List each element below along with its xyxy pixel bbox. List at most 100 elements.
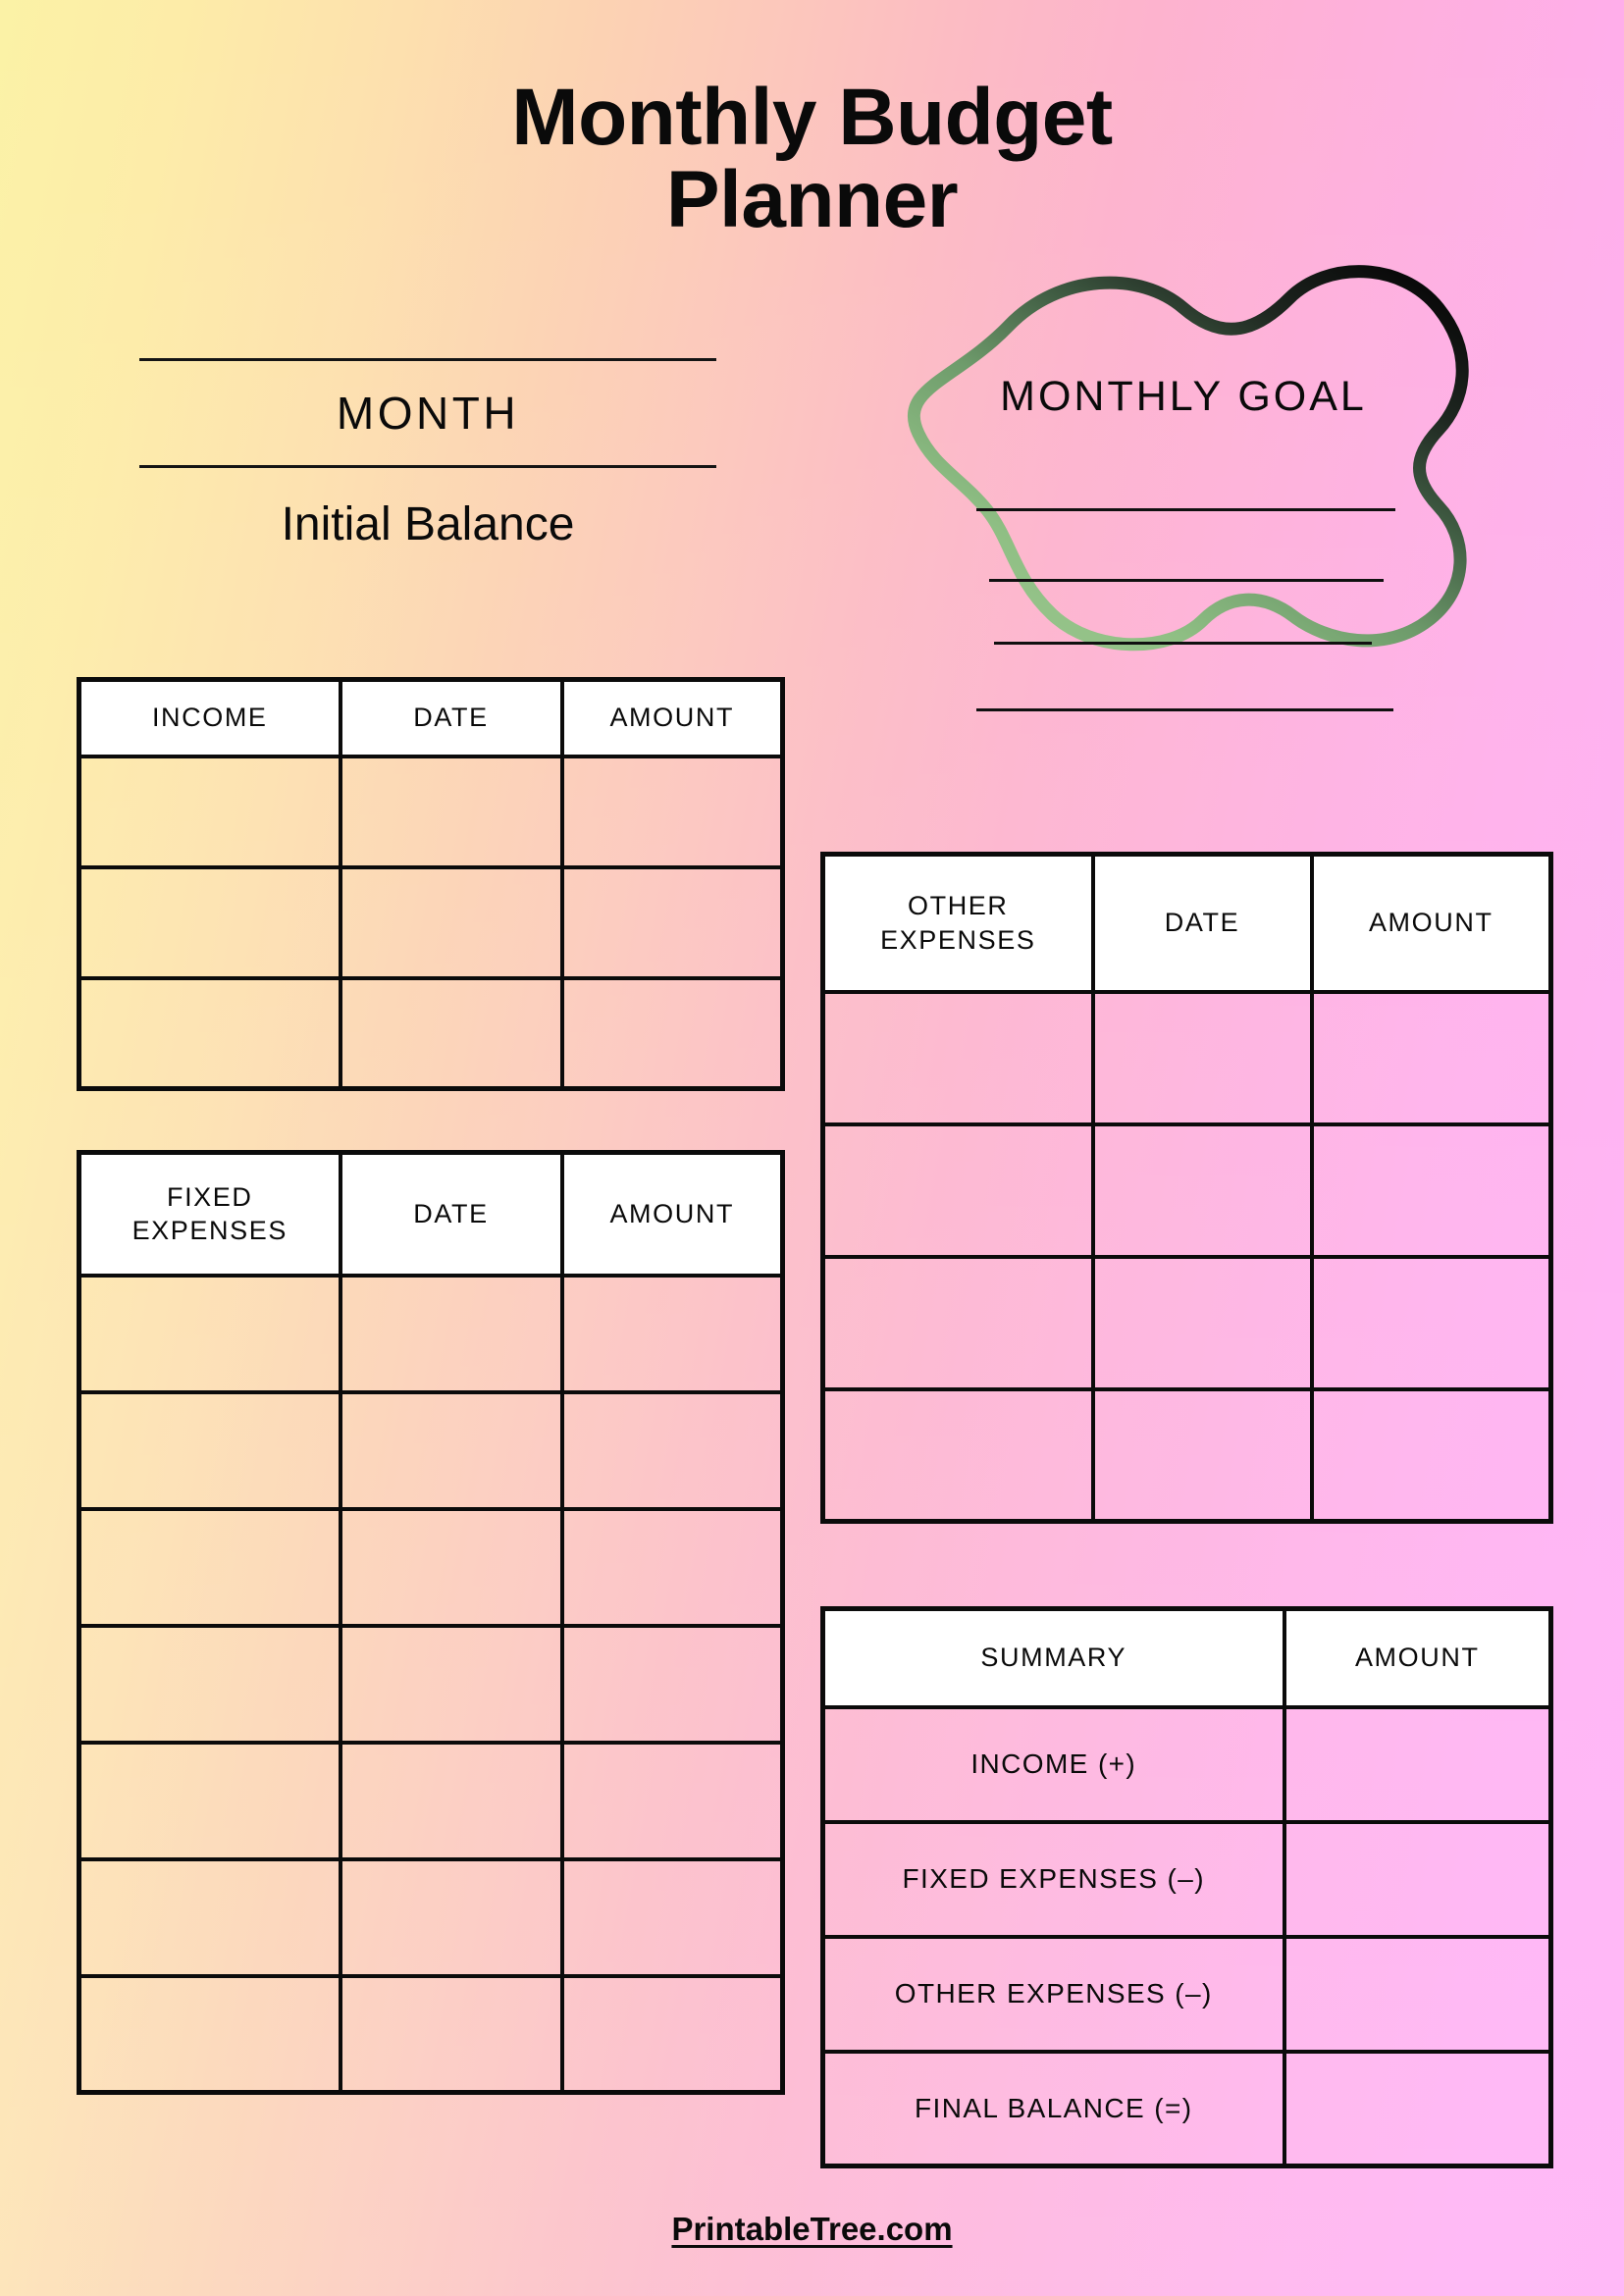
other-expenses-header-line-1: OTHER	[908, 891, 1009, 921]
other-cell-name[interactable]	[820, 989, 1095, 1126]
page-title: Monthly Budget Planner	[0, 76, 1624, 245]
fixed-expenses-header-row: FIXED EXPENSES DATE AMOUNT	[77, 1150, 785, 1278]
income-cell-name[interactable]	[77, 975, 342, 1091]
table-row	[820, 1122, 1553, 1259]
summary-row-amount-fixed-expenses[interactable]	[1282, 1819, 1553, 1939]
income-table: INCOME DATE AMOUNT	[77, 677, 785, 1091]
goal-write-line-2[interactable]	[989, 579, 1384, 582]
other-cell-name[interactable]	[820, 1122, 1095, 1259]
other-cell-date[interactable]	[1090, 1386, 1314, 1524]
month-label: MONTH	[336, 388, 520, 439]
page-title-line-1: Monthly Budget	[511, 73, 1113, 162]
income-header-name: INCOME	[77, 677, 342, 758]
summary-header-row: SUMMARY AMOUNT	[820, 1606, 1553, 1709]
fixed-cell-amount[interactable]	[559, 1856, 785, 1978]
other-cell-name[interactable]	[820, 1254, 1095, 1391]
income-cell-amount[interactable]	[559, 975, 785, 1091]
fixed-cell-name[interactable]	[77, 1273, 342, 1394]
fixed-cell-date[interactable]	[338, 1623, 564, 1745]
fixed-cell-name[interactable]	[77, 1389, 342, 1511]
fixed-expenses-table: FIXED EXPENSES DATE AMOUNT	[77, 1150, 785, 2095]
month-header-block: MONTH Initial Balance	[139, 358, 716, 551]
fixed-expenses-header-date: DATE	[338, 1150, 564, 1278]
fixed-cell-name[interactable]	[77, 1506, 342, 1628]
other-cell-amount[interactable]	[1309, 1386, 1553, 1524]
fixed-cell-name[interactable]	[77, 1856, 342, 1978]
month-bottom-rule	[139, 465, 716, 468]
month-top-rule	[139, 358, 716, 361]
income-header-date: DATE	[338, 677, 564, 758]
summary-row-amount-other-expenses[interactable]	[1282, 1934, 1553, 2054]
footer: PrintableTree.com	[0, 2211, 1624, 2248]
fixed-cell-name[interactable]	[77, 1740, 342, 1861]
fixed-expenses-header-line-2: EXPENSES	[131, 1216, 288, 1246]
table-row	[77, 1856, 785, 1978]
other-cell-date[interactable]	[1090, 1254, 1314, 1391]
fixed-cell-date[interactable]	[338, 1506, 564, 1628]
table-row	[77, 1740, 785, 1861]
monthly-goal-blob	[883, 265, 1492, 652]
footer-site-link[interactable]: PrintableTree.com	[671, 2211, 953, 2247]
summary-row-amount-final-balance[interactable]	[1282, 2049, 1553, 2168]
table-row: INCOME (+)	[820, 1704, 1553, 1824]
fixed-cell-date[interactable]	[338, 1389, 564, 1511]
table-row	[77, 754, 785, 869]
summary-row-label-other-expenses: OTHER EXPENSES (–)	[820, 1934, 1286, 2054]
other-expenses-header-date: DATE	[1090, 852, 1314, 994]
fixed-cell-amount[interactable]	[559, 1973, 785, 2095]
fixed-cell-date[interactable]	[338, 1273, 564, 1394]
table-row	[77, 1389, 785, 1511]
page-title-line-2: Planner	[665, 155, 959, 245]
summary-row-label-income: INCOME (+)	[820, 1704, 1286, 1824]
fixed-cell-amount[interactable]	[559, 1273, 785, 1394]
income-cell-date[interactable]	[338, 864, 564, 980]
other-cell-amount[interactable]	[1309, 1254, 1553, 1391]
other-cell-amount[interactable]	[1309, 1122, 1553, 1259]
goal-write-line-3[interactable]	[994, 642, 1372, 645]
table-row	[77, 1623, 785, 1745]
summary-row-amount-income[interactable]	[1282, 1704, 1553, 1824]
fixed-expenses-header-name: FIXED EXPENSES	[77, 1150, 342, 1278]
fixed-expenses-header-line-1: FIXED	[166, 1181, 253, 1212]
initial-balance-label: Initial Balance	[281, 498, 575, 550]
other-expenses-header-row: OTHER EXPENSES DATE AMOUNT	[820, 852, 1553, 994]
fixed-cell-name[interactable]	[77, 1623, 342, 1745]
table-row	[820, 1386, 1553, 1524]
other-cell-amount[interactable]	[1309, 989, 1553, 1126]
income-cell-amount[interactable]	[559, 864, 785, 980]
income-cell-name[interactable]	[77, 864, 342, 980]
income-cell-amount[interactable]	[559, 754, 785, 869]
goal-write-line-1[interactable]	[976, 508, 1395, 511]
other-cell-date[interactable]	[1090, 1122, 1314, 1259]
income-cell-name[interactable]	[77, 754, 342, 869]
table-row	[77, 975, 785, 1091]
fixed-cell-amount[interactable]	[559, 1506, 785, 1628]
monthly-goal-title: MONTHLY GOAL	[1000, 373, 1367, 420]
goal-write-line-4[interactable]	[976, 708, 1393, 711]
other-cell-name[interactable]	[820, 1386, 1095, 1524]
fixed-cell-amount[interactable]	[559, 1389, 785, 1511]
other-expenses-table: OTHER EXPENSES DATE AMOUNT	[820, 852, 1553, 1524]
table-row	[77, 1506, 785, 1628]
fixed-expenses-header-amount: AMOUNT	[559, 1150, 785, 1278]
table-row	[77, 1973, 785, 2095]
fixed-cell-name[interactable]	[77, 1973, 342, 2095]
other-cell-date[interactable]	[1090, 989, 1314, 1126]
fixed-cell-amount[interactable]	[559, 1623, 785, 1745]
table-row	[820, 1254, 1553, 1391]
summary-header-amount: AMOUNT	[1282, 1606, 1553, 1709]
income-table-header-row: INCOME DATE AMOUNT	[77, 677, 785, 758]
income-cell-date[interactable]	[338, 754, 564, 869]
fixed-cell-date[interactable]	[338, 1856, 564, 1978]
summary-header-label: SUMMARY	[820, 1606, 1286, 1709]
table-row: FIXED EXPENSES (–)	[820, 1819, 1553, 1939]
fixed-cell-date[interactable]	[338, 1973, 564, 2095]
other-expenses-header-line-2: EXPENSES	[880, 924, 1036, 955]
income-cell-date[interactable]	[338, 975, 564, 1091]
fixed-cell-date[interactable]	[338, 1740, 564, 1861]
table-row	[77, 1273, 785, 1394]
income-header-amount: AMOUNT	[559, 677, 785, 758]
summary-row-label-fixed-expenses: FIXED EXPENSES (–)	[820, 1819, 1286, 1939]
fixed-cell-amount[interactable]	[559, 1740, 785, 1861]
table-row	[77, 864, 785, 980]
